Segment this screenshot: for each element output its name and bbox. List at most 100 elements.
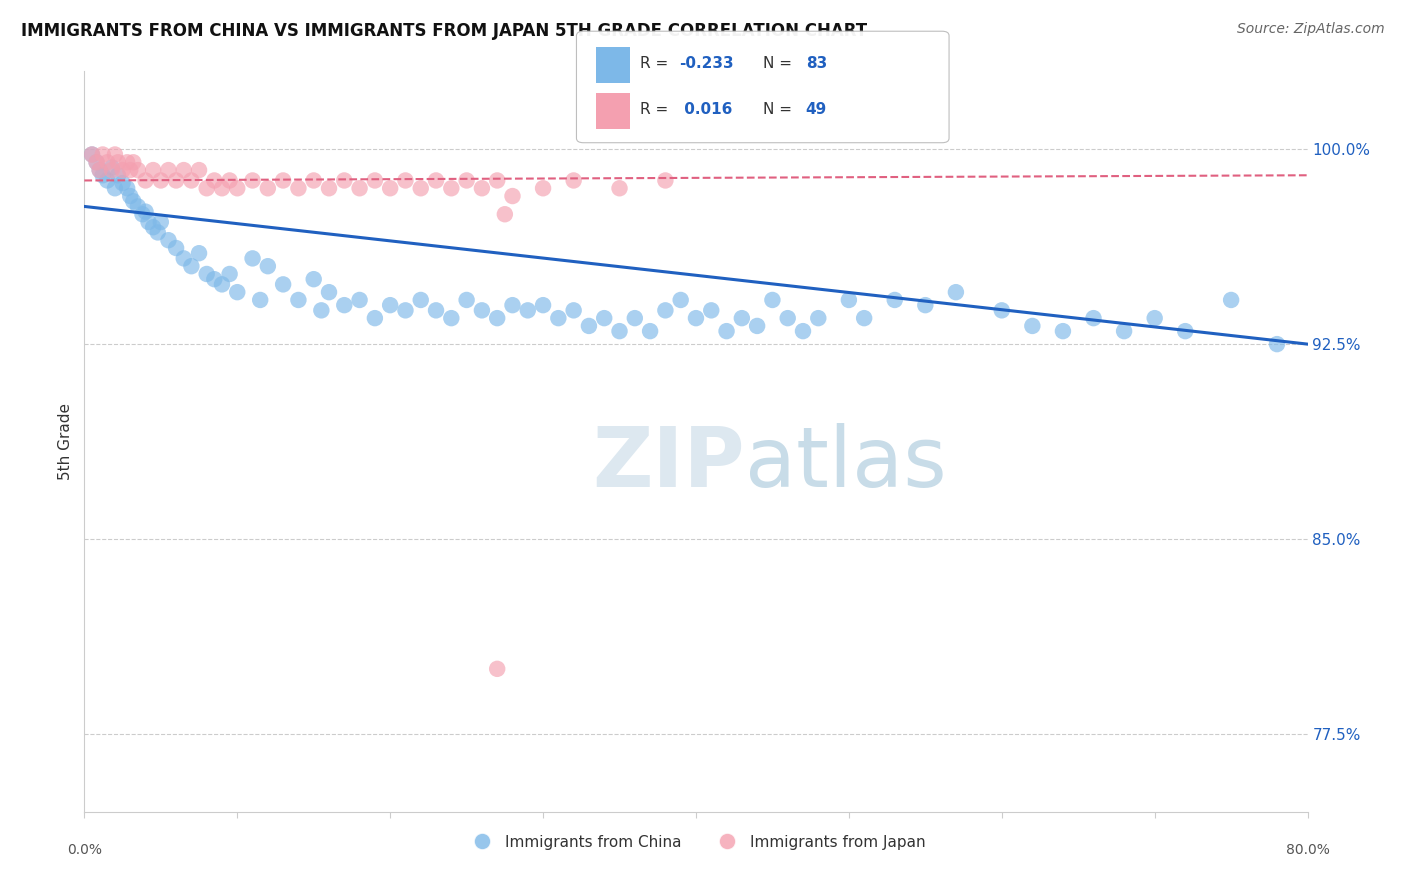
Point [226,181,249,195]
Point [111,176,134,190]
Point [122,155,145,169]
Point [131,207,153,221]
Point [945,285,967,300]
Text: Source: ZipAtlas.com: Source: ZipAtlas.com [1237,22,1385,37]
Point [471,181,494,195]
Point [104,181,127,195]
Point [883,293,905,307]
Point [638,324,661,338]
Text: atlas: atlas [745,423,946,504]
Point [792,324,814,338]
Point [149,215,172,229]
Point [333,173,356,187]
Text: 49: 49 [806,102,827,117]
Point [122,194,145,209]
Point [562,173,585,187]
Point [302,173,325,187]
Point [211,181,233,195]
Point [135,204,157,219]
Point [180,173,202,187]
Point [146,226,169,240]
Legend: Immigrants from China, Immigrants from Japan: Immigrants from China, Immigrants from J… [460,829,932,856]
Point [761,293,783,307]
Text: -0.233: -0.233 [679,56,734,70]
Point [249,293,271,307]
Point [211,277,233,292]
Point [96,155,118,169]
Point [101,161,124,175]
Point [669,293,692,307]
Point [516,303,538,318]
Point [195,267,218,281]
Point [486,173,509,187]
Point [364,311,387,326]
Point [218,267,240,281]
Point [96,173,118,187]
Point [502,189,524,203]
Point [531,298,554,312]
Text: R =: R = [640,56,673,70]
Point [311,303,333,318]
Point [380,181,402,195]
Point [716,324,738,338]
Point [165,173,187,187]
Text: 0.016: 0.016 [679,102,733,117]
Point [1174,324,1197,338]
Point [502,298,524,312]
Point [593,311,616,326]
Point [380,298,402,312]
Point [349,181,371,195]
Point [115,181,138,195]
Point [104,147,127,161]
Point [853,311,876,326]
Point [138,215,160,229]
Point [226,285,249,300]
Point [173,252,195,266]
Point [991,303,1014,318]
Text: N =: N = [763,56,797,70]
Point [188,163,211,178]
Point [120,163,142,178]
Point [86,155,108,169]
Point [86,155,108,169]
Point [1114,324,1136,338]
Point [80,147,103,161]
Point [101,163,124,178]
Text: N =: N = [763,102,797,117]
Point [157,163,180,178]
Point [242,173,264,187]
Point [654,303,676,318]
Point [1220,293,1243,307]
Point [456,293,478,307]
Point [425,303,447,318]
Point [111,163,134,178]
Point [287,181,309,195]
Text: 80.0%: 80.0% [1285,843,1330,857]
Point [107,155,129,169]
Point [562,303,585,318]
Point [188,246,211,260]
Text: ZIP: ZIP [592,423,745,504]
Point [440,181,463,195]
Point [440,311,463,326]
Text: 0.0%: 0.0% [67,843,101,857]
Point [180,259,202,273]
Point [91,147,114,161]
Point [173,163,195,178]
Point [202,173,225,187]
Point [456,173,478,187]
Point [838,293,860,307]
Point [1021,318,1043,333]
Point [486,311,509,326]
Point [287,293,309,307]
Point [1052,324,1074,338]
Point [107,168,129,182]
Point [1083,311,1105,326]
Point [494,207,516,221]
Point [776,311,799,326]
Point [257,181,280,195]
Point [127,163,149,178]
Point [149,173,172,187]
Point [609,181,631,195]
Point [349,293,371,307]
